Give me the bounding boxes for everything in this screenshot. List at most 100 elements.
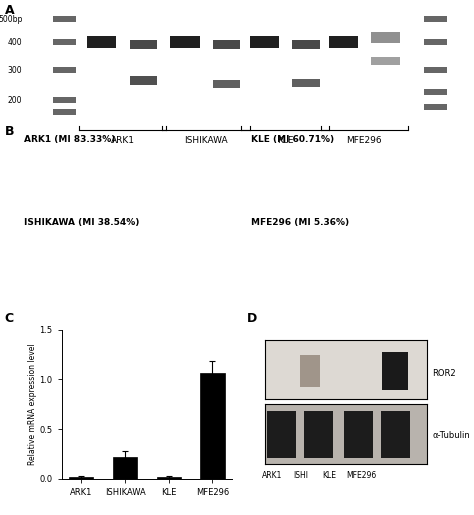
Text: KLE (MI 60.71%): KLE (MI 60.71%) xyxy=(251,135,334,144)
Bar xyxy=(213,172,223,182)
Bar xyxy=(130,40,157,49)
Bar xyxy=(424,89,447,95)
Text: KLE: KLE xyxy=(277,136,293,145)
Bar xyxy=(441,184,451,194)
Bar xyxy=(309,184,319,194)
Bar xyxy=(157,477,181,479)
Bar xyxy=(53,109,75,115)
Bar xyxy=(356,254,366,264)
Text: ROR2: ROR2 xyxy=(432,369,456,378)
Bar xyxy=(165,278,175,288)
Bar xyxy=(405,230,414,240)
Bar xyxy=(87,37,116,48)
Bar xyxy=(273,290,283,300)
Bar xyxy=(171,37,200,48)
Bar xyxy=(405,172,414,182)
Bar xyxy=(320,290,330,300)
Bar xyxy=(284,184,294,194)
Bar xyxy=(297,196,306,206)
Bar xyxy=(260,278,270,288)
Bar xyxy=(297,254,306,264)
Bar xyxy=(57,230,67,240)
Bar xyxy=(284,278,294,288)
Bar xyxy=(153,266,163,276)
Bar xyxy=(383,352,409,390)
Bar xyxy=(292,79,319,87)
Bar xyxy=(441,266,451,276)
Bar xyxy=(392,242,402,252)
Bar xyxy=(309,266,319,276)
Bar xyxy=(320,254,330,264)
Bar xyxy=(141,230,151,240)
Text: D: D xyxy=(246,312,257,324)
Bar xyxy=(320,278,330,288)
Bar xyxy=(284,242,294,252)
Bar xyxy=(260,160,270,170)
Bar xyxy=(405,242,414,252)
Bar xyxy=(292,40,319,49)
Bar xyxy=(333,290,342,300)
Bar xyxy=(381,290,391,300)
Bar xyxy=(356,242,366,252)
Bar xyxy=(297,290,306,300)
Bar xyxy=(424,16,447,22)
Bar xyxy=(333,172,342,182)
Bar xyxy=(428,254,438,264)
Bar xyxy=(273,196,283,206)
Bar xyxy=(417,278,427,288)
Bar xyxy=(57,278,67,288)
Bar xyxy=(371,57,400,65)
Bar xyxy=(129,290,139,300)
Bar xyxy=(130,76,157,84)
Bar xyxy=(424,104,447,110)
Bar xyxy=(309,278,319,288)
Bar xyxy=(392,208,402,218)
Bar xyxy=(45,266,55,276)
Bar xyxy=(189,160,199,170)
Bar xyxy=(369,148,378,158)
Bar xyxy=(81,230,91,240)
Bar xyxy=(428,242,438,252)
Bar xyxy=(45,290,55,300)
Bar xyxy=(382,411,410,458)
Bar xyxy=(213,278,223,288)
Bar xyxy=(333,278,342,288)
Bar xyxy=(428,148,438,158)
Bar xyxy=(284,266,294,276)
Bar xyxy=(369,254,378,264)
Bar xyxy=(441,278,451,288)
Bar xyxy=(273,278,283,288)
Bar xyxy=(93,254,103,264)
Text: ISHI: ISHI xyxy=(293,471,308,480)
Bar xyxy=(45,196,55,206)
Text: KLE: KLE xyxy=(322,471,337,480)
Bar xyxy=(417,290,427,300)
Bar xyxy=(428,290,438,300)
Bar xyxy=(117,184,127,194)
Bar xyxy=(201,230,211,240)
Bar xyxy=(297,230,306,240)
Bar xyxy=(273,266,283,276)
Bar xyxy=(297,278,306,288)
Text: ARK1: ARK1 xyxy=(263,471,283,480)
Bar xyxy=(381,242,391,252)
Bar xyxy=(53,39,75,45)
Bar xyxy=(113,457,137,479)
Bar xyxy=(381,278,391,288)
Bar xyxy=(356,160,366,170)
Bar xyxy=(201,373,225,479)
Bar xyxy=(309,208,319,218)
Text: 200: 200 xyxy=(8,96,22,105)
Bar xyxy=(201,290,211,300)
Bar xyxy=(33,184,43,194)
Bar xyxy=(201,266,211,276)
Bar xyxy=(320,230,330,240)
Bar xyxy=(267,411,296,458)
Text: ISHIKAWA: ISHIKAWA xyxy=(184,136,228,145)
Bar xyxy=(273,230,283,240)
Bar xyxy=(329,37,358,48)
Bar xyxy=(417,242,427,252)
Bar xyxy=(213,208,223,218)
Bar xyxy=(356,196,366,206)
Bar xyxy=(441,160,451,170)
